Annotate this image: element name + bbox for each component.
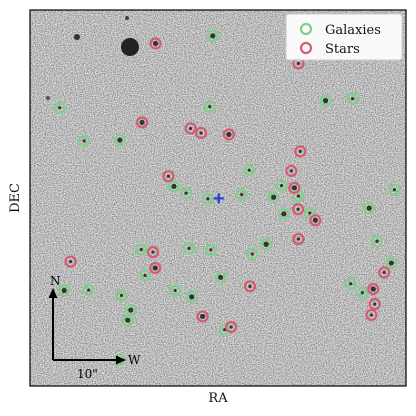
galaxy-point (78, 134, 91, 147)
star-point (222, 128, 236, 141)
galaxy-point (385, 256, 398, 270)
star-point (135, 116, 149, 129)
galaxy-point (206, 29, 219, 43)
galaxy-point (204, 243, 217, 256)
bright-star-blob (46, 16, 139, 100)
star-point (149, 37, 162, 50)
galaxy-point (203, 100, 216, 113)
galaxy-point (319, 94, 332, 107)
galaxy-point (275, 179, 288, 192)
galaxy-point (53, 101, 66, 114)
y-axis-label: DEC (8, 183, 23, 213)
galaxy-point (113, 133, 126, 147)
galaxy-point (356, 286, 369, 299)
west-arrow-icon (116, 355, 126, 365)
star-point (285, 164, 298, 178)
galaxy-point (58, 284, 71, 297)
legend: Galaxies Stars (285, 13, 403, 61)
galaxy-point (124, 303, 137, 317)
legend-galaxies-marker (299, 22, 313, 36)
legend-stars-marker (299, 41, 313, 55)
galaxy-point (344, 277, 357, 290)
galaxy-point (277, 207, 290, 220)
scale-label: 10" (77, 367, 98, 381)
star-point (225, 320, 238, 334)
star-point (309, 214, 322, 227)
star-point (368, 297, 381, 311)
plot-frame (29, 9, 407, 387)
star-point (184, 122, 197, 135)
star-point (378, 266, 391, 279)
legend-stars-label: Stars (325, 42, 360, 57)
center-cross-icon (213, 193, 224, 204)
galaxy-point (182, 242, 196, 255)
galaxy-point (179, 187, 193, 200)
galaxy-point (246, 247, 259, 261)
galaxy-point (267, 191, 280, 204)
galaxy-point (185, 290, 198, 303)
star-point (146, 246, 160, 259)
star-point (194, 126, 208, 140)
compass: N W 10" (48, 274, 141, 381)
galaxy-point (388, 183, 401, 196)
star-point (365, 308, 378, 322)
star-point (292, 232, 305, 246)
galaxy-point (260, 238, 273, 251)
galaxy-point (346, 92, 359, 105)
star-point (367, 282, 380, 296)
star-point (243, 280, 257, 293)
galaxy-point (82, 284, 95, 297)
galaxy-point (214, 271, 227, 284)
galaxy-point (243, 164, 256, 177)
star-point (294, 145, 307, 158)
star-point (162, 170, 175, 183)
star-point (64, 255, 77, 268)
galaxy-point (167, 180, 181, 193)
galaxy-point (138, 269, 152, 282)
star-point (288, 181, 301, 194)
galaxy-point (135, 243, 148, 256)
galaxy-point (235, 188, 248, 201)
north-arrow-icon (48, 288, 58, 298)
star-point (291, 203, 305, 216)
west-label: W (128, 353, 141, 367)
galaxy-point (370, 235, 384, 248)
star-point (149, 261, 162, 275)
galaxy-point (169, 284, 182, 297)
galaxy-point (201, 192, 214, 205)
north-label: N (50, 274, 61, 288)
star-point (196, 310, 209, 323)
galaxy-point (363, 202, 376, 215)
galaxy-point (115, 289, 128, 302)
x-axis-label: RA (208, 391, 228, 406)
legend-galaxies-label: Galaxies (325, 23, 381, 38)
